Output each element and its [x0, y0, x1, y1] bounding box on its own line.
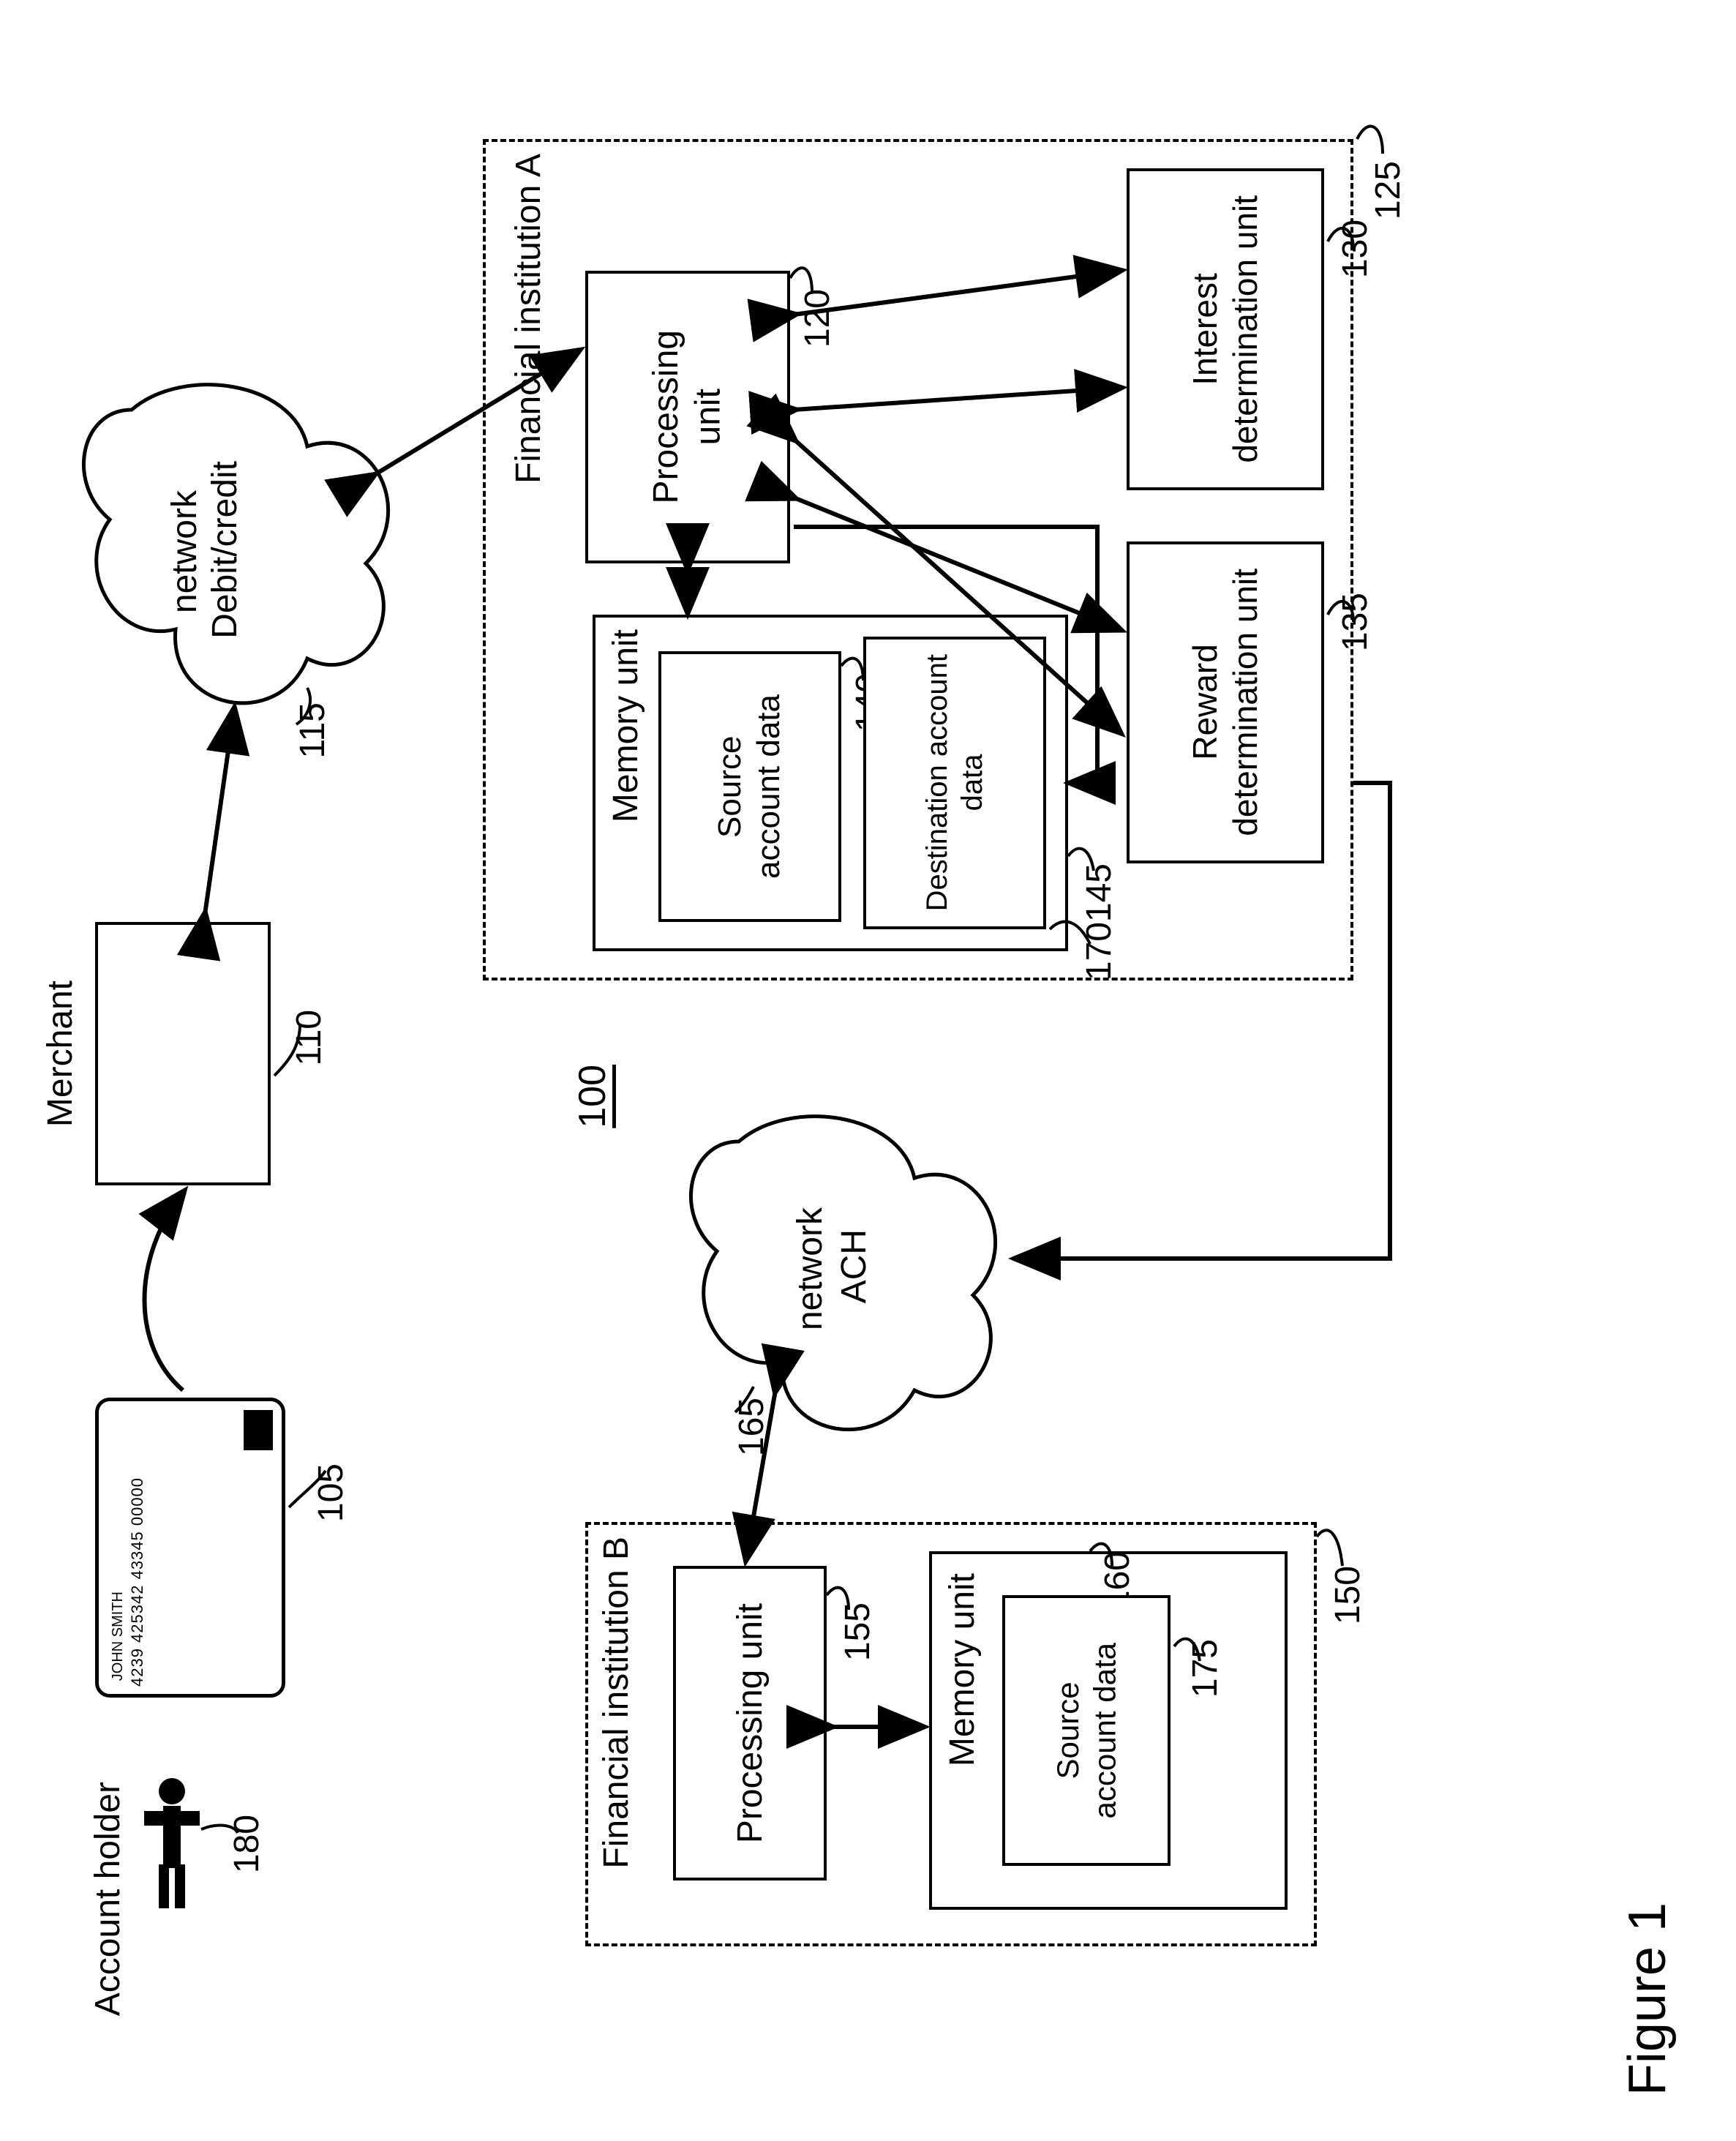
- figure-ref: 100: [571, 1065, 615, 1128]
- fin-a-processing-label2: unit: [689, 389, 728, 445]
- fin-b-source-ref: 175: [1185, 1639, 1225, 1698]
- fin-a-title: Financial institution A: [508, 154, 549, 484]
- fin-a-source-label1: Source: [712, 735, 748, 837]
- fin-a-processing-unit: Processing unit: [585, 271, 790, 563]
- debit-credit-label1: Debit/credit: [205, 461, 245, 639]
- fin-b-processing-label: Processing unit: [731, 1603, 770, 1843]
- fin-a-memory-label: Memory unit: [606, 629, 646, 822]
- fin-b-source-label1: Source: [1051, 1681, 1085, 1779]
- fin-a-interest-unit: Interest determination unit: [1127, 168, 1324, 490]
- fin-a-ref: 125: [1368, 161, 1408, 220]
- account-holder-label: Account holder: [88, 1782, 128, 2016]
- fin-a-processing-ref: 120: [797, 289, 838, 348]
- fin-a-reward-label1: Reward: [1186, 645, 1224, 761]
- fin-a-reward-ref: 135: [1335, 593, 1375, 651]
- fin-b-source-label2: account data: [1087, 1643, 1121, 1819]
- card-name: JOHN SMITH: [110, 1591, 127, 1681]
- card-number: 4239 425342 43345 00000: [128, 1416, 147, 1687]
- fin-a-dest-label2: data: [956, 754, 988, 811]
- fin-b-ref: 150: [1328, 1566, 1368, 1624]
- fin-a-dest-account: Destination account data: [863, 637, 1046, 929]
- figure-label: Figure 1: [1617, 1902, 1677, 2096]
- fin-b-title: Financial institution B: [596, 1537, 636, 1869]
- merchant-ref: 110: [289, 1010, 329, 1066]
- fin-a-reward-unit: Reward determination unit: [1127, 541, 1324, 863]
- fin-b-processing-unit: Processing unit: [673, 1566, 827, 1881]
- fin-a-interest-label1: Interest: [1186, 273, 1224, 385]
- fin-a-dest-ref: 170: [1079, 922, 1119, 980]
- card-ref: 105: [311, 1463, 351, 1522]
- fin-a-processing-label1: Processing: [647, 330, 685, 503]
- account-holder-ref: 180: [227, 1815, 267, 1873]
- fin-a-interest-ref: 130: [1335, 220, 1375, 278]
- ach-label1: ACH: [834, 1229, 874, 1303]
- fin-a-dest-label1: Destination account: [921, 654, 953, 911]
- merchant-box: [95, 922, 271, 1185]
- merchant-label: Merchant: [40, 980, 80, 1127]
- debit-credit-label2: network: [165, 490, 205, 613]
- diagram-stage: Figure 1 100 Account holder 180 4239 425…: [0, 0, 1736, 2141]
- fin-a-memory-ref: 145: [1079, 863, 1119, 922]
- fin-a-source-label2: account data: [751, 694, 786, 879]
- ach-ref: 165: [732, 1398, 772, 1456]
- fin-b-memory-label: Memory unit: [942, 1573, 982, 1766]
- fin-a-reward-label2: determination unit: [1226, 569, 1264, 836]
- card: 4239 425342 43345 00000 JOHN SMITH: [95, 1398, 285, 1698]
- fin-a-source-account: Source account data: [658, 651, 841, 922]
- ach-label2: network: [790, 1207, 830, 1330]
- debit-credit-ref: 115: [293, 702, 333, 759]
- fin-b-source-account: Source account data: [1002, 1595, 1171, 1866]
- fin-b-processing-ref: 155: [838, 1602, 878, 1661]
- fin-a-interest-label2: determination unit: [1226, 195, 1264, 463]
